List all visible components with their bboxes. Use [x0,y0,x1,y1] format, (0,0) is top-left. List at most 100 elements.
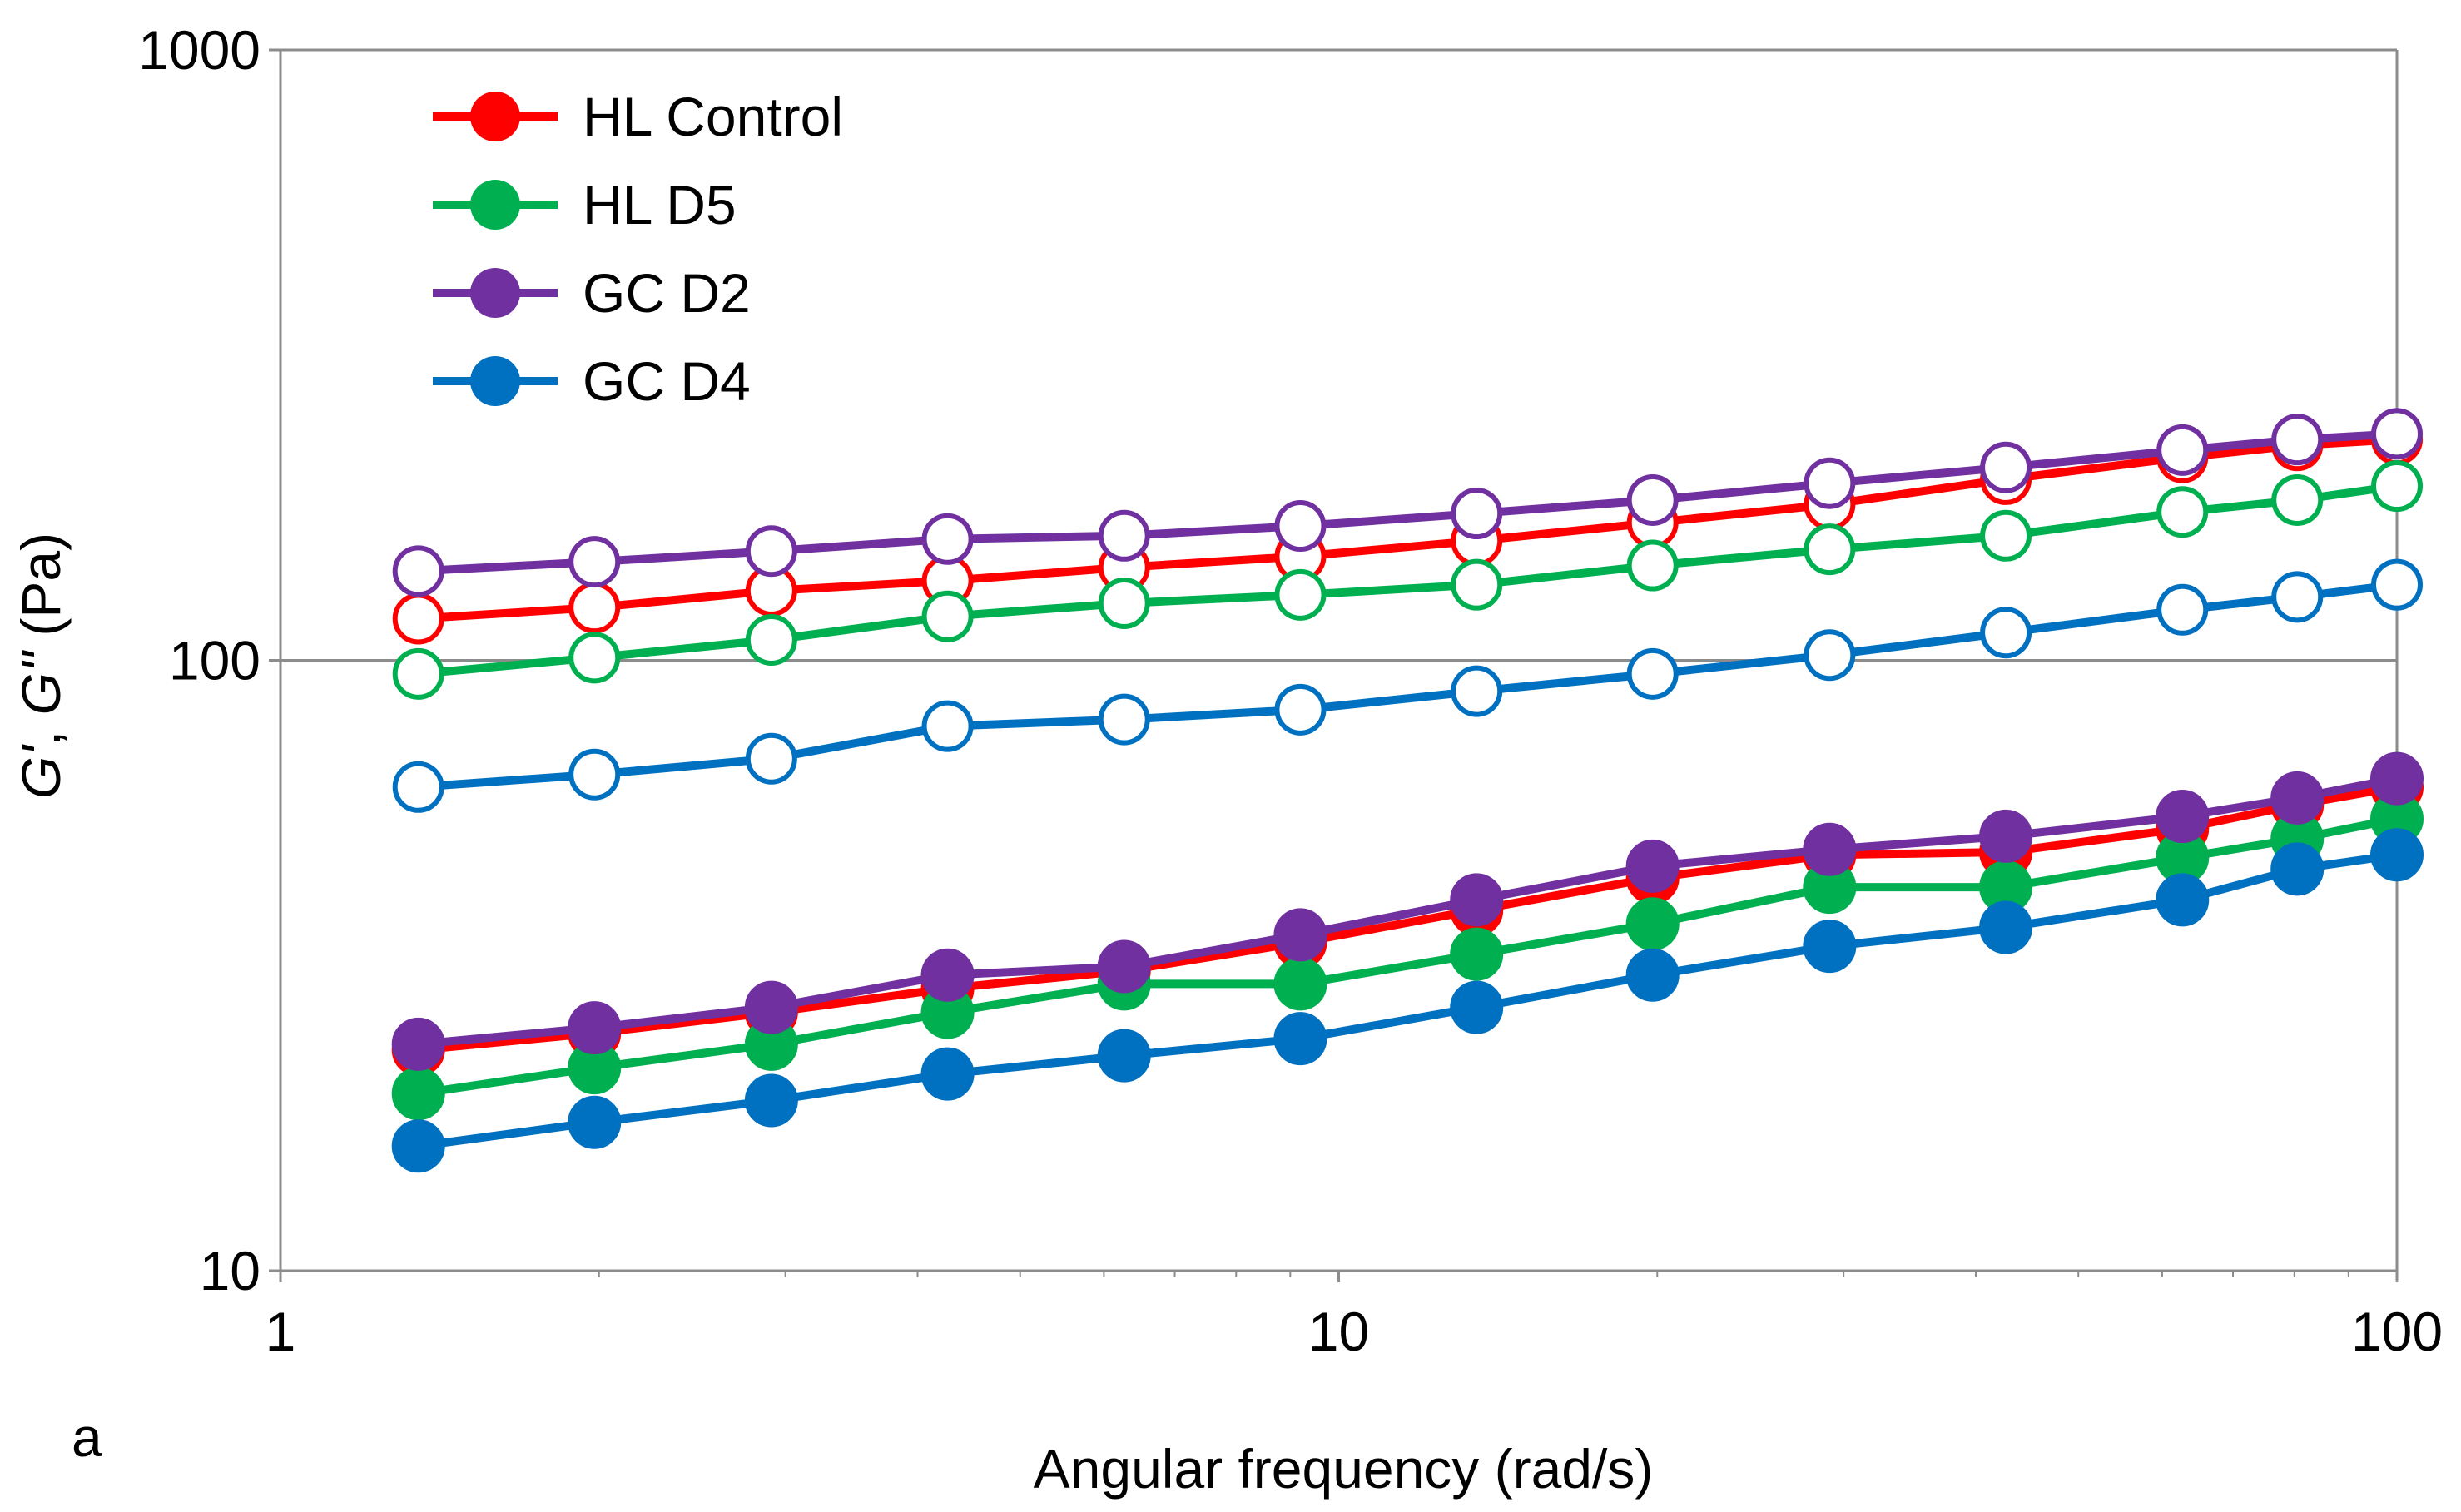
data-point-open [745,613,797,666]
data-point [744,980,798,1034]
data-point-open [568,582,621,634]
x-tick-label: 10 [1308,1301,1369,1362]
x-tick-label: 100 [2351,1301,2443,1362]
series-line [418,850,2398,1151]
legend-marker [470,356,520,406]
data-point [391,1067,445,1121]
data-point [1979,809,2033,863]
data-point [920,948,975,1002]
data-point [391,1017,445,1071]
data-point-open [1274,683,1327,736]
data-point-open [1804,523,1856,576]
panel-label: a [72,1406,102,1468]
data-point-open [1980,509,2032,562]
y-axis-title-separator: , [10,715,72,746]
y-tick-label: 1000 [138,19,260,81]
data-point [2270,771,2325,825]
data-point-open [1626,473,1679,526]
data-point-open [2156,424,2209,476]
y-axis-title-units: (Pa) [10,533,72,652]
data-point [1625,839,1680,893]
data-point [2270,842,2325,896]
data-point [568,1001,622,1055]
data-point [1625,948,1680,1002]
data-point-open [1451,488,1503,540]
x-axis-title: Angular frequency (rad/s) [1034,1438,1654,1500]
series-gc-d4-storage-modulus [392,558,2423,813]
data-point-open [568,632,621,684]
data-point-open [1098,509,1150,562]
data-point-open [392,545,444,597]
data-point-open [2371,408,2423,460]
data-point-open [1451,665,1503,717]
data-point [1097,939,1151,994]
legend-item: HL D5 [433,174,737,235]
data-point [1450,873,1504,927]
data-point-open [1274,568,1327,621]
data-point-open [568,748,621,801]
data-point-open [921,590,974,642]
data-point [568,1095,622,1149]
series-hl-d5-storage-modulus [392,460,2423,700]
series-hl-control-storage-modulus [392,414,2423,645]
data-point-open [1980,441,2032,493]
data-point-open [392,647,444,700]
data-point-open [1098,693,1150,746]
series-hl-d5-loss-modulus [391,791,2424,1121]
data-point [744,1073,798,1128]
legend-item: HL Control [433,86,843,147]
data-point [1273,908,1327,962]
legend-label: HL Control [583,86,843,147]
data-point [1273,957,1327,1011]
data-point-open [2156,583,2209,636]
legend-marker [470,180,520,230]
series-gc-d2-loss-modulus [391,751,2424,1071]
y-tick-label: 10 [200,1240,260,1301]
data-point [2370,751,2424,806]
data-point [2156,790,2210,844]
data-point-open [2371,460,2423,513]
series-gc-d4-loss-modulus [391,828,2424,1173]
data-point-open [2371,558,2423,611]
data-point-open [1980,607,2032,659]
data-point-open [2271,473,2324,526]
data-point [2156,873,2210,927]
y-axis-title: G', G'' (Pa) [10,533,72,799]
y-tick-label: 100 [169,630,260,692]
legend-item: GC D4 [433,350,751,412]
data-point-open [1098,577,1150,629]
y-axis-title-g-prime: G' [10,744,72,799]
data-series [391,408,2424,1173]
data-point-open [1626,539,1679,592]
legend-item: GC D2 [433,262,751,324]
data-point-open [392,592,444,645]
data-point [1450,927,1504,981]
data-point-open [1804,457,1856,509]
data-point [1979,900,2033,954]
series-line [418,580,2398,791]
data-point-open [392,761,444,813]
data-point [1450,980,1504,1034]
data-point [1803,822,1857,876]
series-line [417,815,2398,1098]
legend-marker [470,92,520,141]
data-point-open [568,536,621,588]
data-point [920,1047,975,1101]
data-point [1097,1029,1151,1083]
data-point-open [921,700,974,752]
data-point-open [1626,647,1679,700]
legend-label: HL D5 [583,174,737,235]
data-point-open [1451,558,1503,611]
data-point-open [2156,486,2209,538]
data-point [1273,1012,1327,1066]
legend: HL Control HL D5 GC D2 GC D4 [433,86,843,412]
data-point-open [1274,500,1327,553]
axis-labels: Angular frequency (rad/s) G', G'' (Pa) a [10,533,1653,1500]
data-point [1625,897,1680,951]
legend-label: GC D2 [583,262,751,324]
x-tick-label: 1 [265,1301,296,1362]
data-point-open [2271,571,2324,623]
data-point-open [2271,414,2324,466]
